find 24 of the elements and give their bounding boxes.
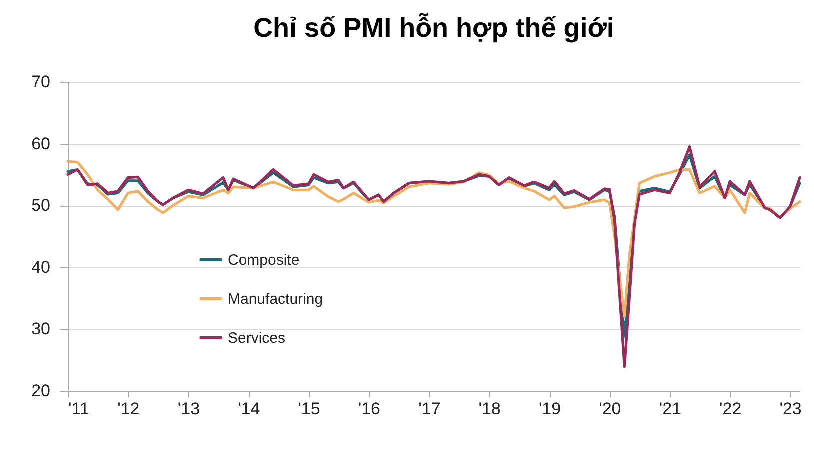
- x-tick-label: '16: [358, 400, 380, 418]
- y-tick-label: 50: [32, 196, 50, 216]
- x-tick-label: '20: [599, 400, 622, 418]
- chart-title: Chỉ số PMI hỗn hợp thế giới: [254, 13, 614, 43]
- x-tick-label: '19: [538, 400, 562, 418]
- x-tick-label: '12: [118, 400, 140, 418]
- x-tick-label: '22: [720, 400, 742, 418]
- x-tick-label: '21: [659, 400, 682, 418]
- legend-label: Services: [228, 330, 286, 347]
- line-series: [66, 146, 802, 368]
- legend-label: Manufacturing: [228, 291, 324, 308]
- x-tick-label: '15: [298, 400, 320, 418]
- y-tick-label: 20: [32, 382, 50, 400]
- legend-label: Composite: [228, 252, 300, 269]
- y-tick-label: 60: [32, 134, 50, 154]
- y-tick-label: 70: [32, 72, 50, 92]
- x-tick-label: '17: [418, 400, 441, 418]
- x-tick-label: '14: [238, 400, 260, 418]
- y-tick-label: 30: [32, 320, 50, 339]
- x-tick-label: '23: [780, 400, 802, 418]
- y-tick-label: 40: [32, 258, 50, 277]
- x-tick-label: '11: [68, 400, 90, 418]
- x-tick-label: '13: [178, 400, 200, 418]
- x-tick-label: '18: [478, 400, 501, 418]
